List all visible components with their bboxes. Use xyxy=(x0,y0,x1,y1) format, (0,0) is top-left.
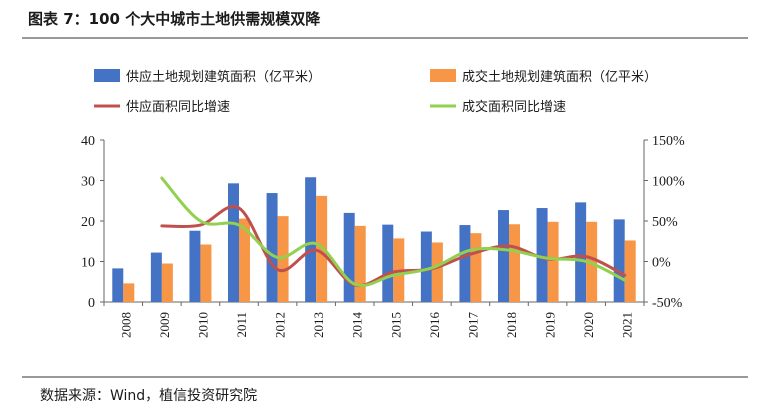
legend-label-deal-bar: 成交土地规划建筑面积（亿平米） xyxy=(462,69,657,85)
right-tick-label: 100% xyxy=(652,175,685,190)
bar-supply xyxy=(189,230,201,302)
bar-supply xyxy=(266,193,278,302)
legend-label-deal-line: 成交面积同比增速 xyxy=(462,99,566,115)
source-note: 数据来源：Wind，植信投资研究院 xyxy=(40,388,257,404)
bar-supply xyxy=(536,208,548,302)
x-category-label: 2021 xyxy=(620,312,635,338)
left-tick-label: 40 xyxy=(81,134,95,149)
bar-deal xyxy=(470,233,482,302)
bar-supply xyxy=(343,212,355,302)
right-tick-label: 150% xyxy=(652,134,685,149)
line-deal-growth xyxy=(160,176,627,287)
bar-supply xyxy=(228,183,239,302)
x-category-label: 2008 xyxy=(118,312,133,338)
x-category-label: 2020 xyxy=(581,312,596,338)
chart-title: 图表 7：100 个大中城市土地供需规模双降 xyxy=(28,10,321,28)
bar-deal xyxy=(624,240,636,302)
bar-deal xyxy=(547,221,559,302)
bar-deal xyxy=(123,283,135,302)
x-category-label: 2009 xyxy=(157,312,172,338)
x-category-label: 2018 xyxy=(504,312,519,338)
legend-label-supply-line: 供应面积同比增速 xyxy=(126,99,230,115)
left-tick-label: 10 xyxy=(81,256,95,271)
right-tick-label: 0% xyxy=(652,256,671,271)
bar-supply xyxy=(498,210,509,302)
x-category-label: 2012 xyxy=(273,312,288,338)
legend: 供应土地规划建筑面积（亿平米） 成交土地规划建筑面积（亿平米） 供应面积同比增速… xyxy=(94,69,657,115)
bar-supply xyxy=(459,225,471,302)
x-category-label: 2010 xyxy=(195,312,210,338)
bar-deal xyxy=(277,216,289,302)
bar-supply xyxy=(613,219,625,302)
bar-supply xyxy=(112,268,124,302)
left-tick-label: 0 xyxy=(88,296,95,311)
bar-deal xyxy=(509,224,520,302)
left-tick-label: 30 xyxy=(81,175,95,190)
bar-supply xyxy=(150,252,162,302)
legend-swatch-supply-bar xyxy=(94,69,120,82)
x-category-label: 2013 xyxy=(311,312,326,338)
right-tick-label: 50% xyxy=(652,215,678,230)
x-category-label: 2011 xyxy=(234,312,249,338)
x-category-label: 2017 xyxy=(465,312,480,339)
x-category-label: 2015 xyxy=(388,312,403,338)
right-tick-label: -50% xyxy=(652,296,683,311)
legend-swatch-deal-bar xyxy=(430,69,456,82)
plot-area: 0 10 20 30 40 -50% 0% 50% 100% 150% 2008 2009 2010 20… xyxy=(81,134,685,338)
legend-label-supply-bar: 供应土地规划建筑面积（亿平米） xyxy=(126,69,321,85)
x-category-label: 2016 xyxy=(427,312,442,339)
bar-supply xyxy=(420,231,432,302)
x-category-label: 2019 xyxy=(543,312,558,338)
bar-deal xyxy=(431,242,443,302)
bar-deal xyxy=(239,218,250,302)
x-category-label: 2014 xyxy=(350,312,365,339)
bar-supply xyxy=(305,177,317,302)
bar-deal xyxy=(200,244,212,302)
bar-supply xyxy=(575,202,587,302)
bar-deal xyxy=(354,225,366,302)
bar-deal xyxy=(161,263,173,302)
left-tick-label: 20 xyxy=(81,215,95,230)
bar-supply xyxy=(382,224,394,302)
